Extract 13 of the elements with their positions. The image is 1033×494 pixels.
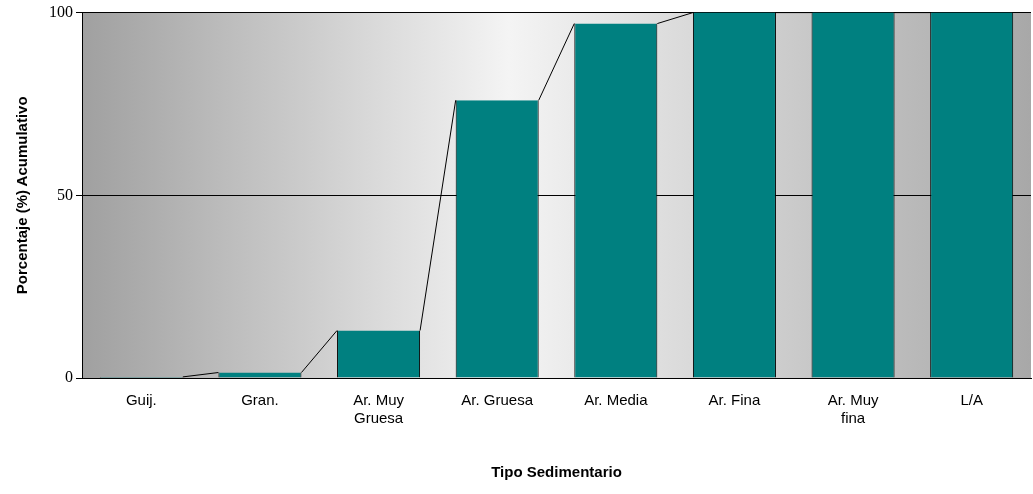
x-tick-label: Gran. — [241, 391, 279, 409]
x-tick-label: Ar. Fina — [708, 391, 761, 409]
y-tick-label: 100 — [49, 2, 73, 20]
x-tick-label: Ar. Gruesa — [461, 391, 534, 409]
x-tick-label: Ar. Muy Gruesa — [353, 391, 405, 427]
x-tick-label: Guij. — [125, 391, 157, 409]
y-tick-label: 50 — [57, 185, 73, 203]
x-tick-label: Ar. Muy fina — [827, 391, 879, 427]
x-tick-label: L/A — [960, 391, 983, 409]
x-axis-title: Tipo Sedimentario — [491, 463, 622, 481]
y-tick-label: 0 — [65, 368, 73, 386]
x-tick-label: Ar. Media — [584, 391, 649, 409]
y-axis-title: Porcentaje (%) Acumulativo — [13, 96, 31, 295]
